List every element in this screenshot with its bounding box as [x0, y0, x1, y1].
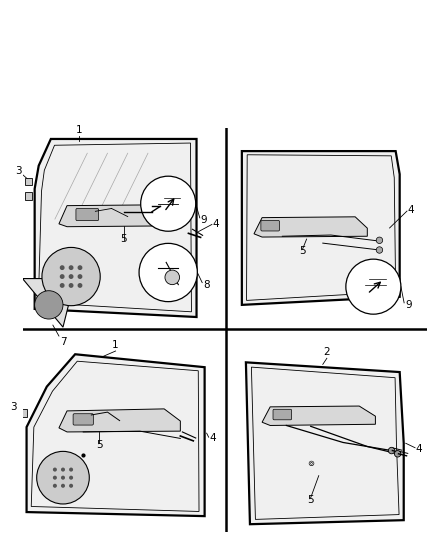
FancyBboxPatch shape [25, 192, 32, 199]
Circle shape [69, 484, 73, 488]
Circle shape [78, 283, 82, 288]
Circle shape [61, 467, 65, 472]
Text: 3: 3 [15, 166, 22, 176]
Polygon shape [27, 354, 205, 516]
Circle shape [42, 247, 100, 306]
Text: 1: 1 [112, 340, 119, 350]
Circle shape [346, 259, 401, 314]
Text: 7: 7 [60, 337, 66, 348]
Text: 8: 8 [203, 280, 210, 289]
Circle shape [376, 247, 383, 253]
Text: 9: 9 [201, 215, 207, 225]
Text: 5: 5 [120, 233, 127, 244]
Circle shape [53, 484, 57, 488]
Circle shape [141, 176, 196, 231]
Text: 3: 3 [10, 402, 17, 412]
Circle shape [69, 274, 74, 279]
Polygon shape [246, 362, 404, 524]
Circle shape [69, 265, 74, 270]
Polygon shape [35, 139, 197, 317]
Circle shape [389, 447, 395, 454]
Circle shape [139, 244, 198, 302]
Circle shape [69, 467, 73, 472]
Circle shape [53, 467, 57, 472]
Text: 5: 5 [96, 440, 103, 450]
Circle shape [394, 450, 401, 457]
Circle shape [60, 265, 65, 270]
Circle shape [69, 475, 73, 480]
Circle shape [37, 451, 89, 504]
Text: 1: 1 [76, 125, 82, 135]
FancyBboxPatch shape [76, 208, 99, 221]
FancyBboxPatch shape [273, 409, 292, 420]
Text: 2: 2 [324, 348, 330, 358]
Polygon shape [59, 409, 180, 432]
Text: 4: 4 [408, 205, 414, 215]
FancyBboxPatch shape [261, 221, 279, 231]
Polygon shape [59, 205, 168, 227]
Circle shape [61, 484, 65, 488]
Circle shape [60, 283, 65, 288]
FancyBboxPatch shape [20, 409, 27, 417]
Text: $\circledcirc$: $\circledcirc$ [307, 458, 315, 467]
Circle shape [60, 274, 65, 279]
Text: 4: 4 [213, 220, 219, 229]
Text: 5: 5 [307, 495, 314, 505]
Circle shape [61, 475, 65, 480]
Polygon shape [22, 279, 75, 327]
Text: 4: 4 [416, 443, 423, 454]
Circle shape [376, 237, 383, 244]
Text: 5: 5 [299, 246, 306, 256]
Circle shape [78, 265, 82, 270]
Polygon shape [262, 406, 375, 425]
Circle shape [53, 475, 57, 480]
Polygon shape [254, 217, 367, 237]
FancyBboxPatch shape [73, 414, 93, 425]
Polygon shape [242, 151, 400, 305]
Text: 6: 6 [48, 257, 54, 267]
Text: 9: 9 [405, 300, 412, 310]
FancyBboxPatch shape [25, 178, 32, 185]
Circle shape [69, 283, 74, 288]
Text: 4: 4 [209, 433, 216, 443]
Circle shape [35, 290, 63, 319]
Circle shape [165, 270, 180, 285]
Circle shape [78, 274, 82, 279]
